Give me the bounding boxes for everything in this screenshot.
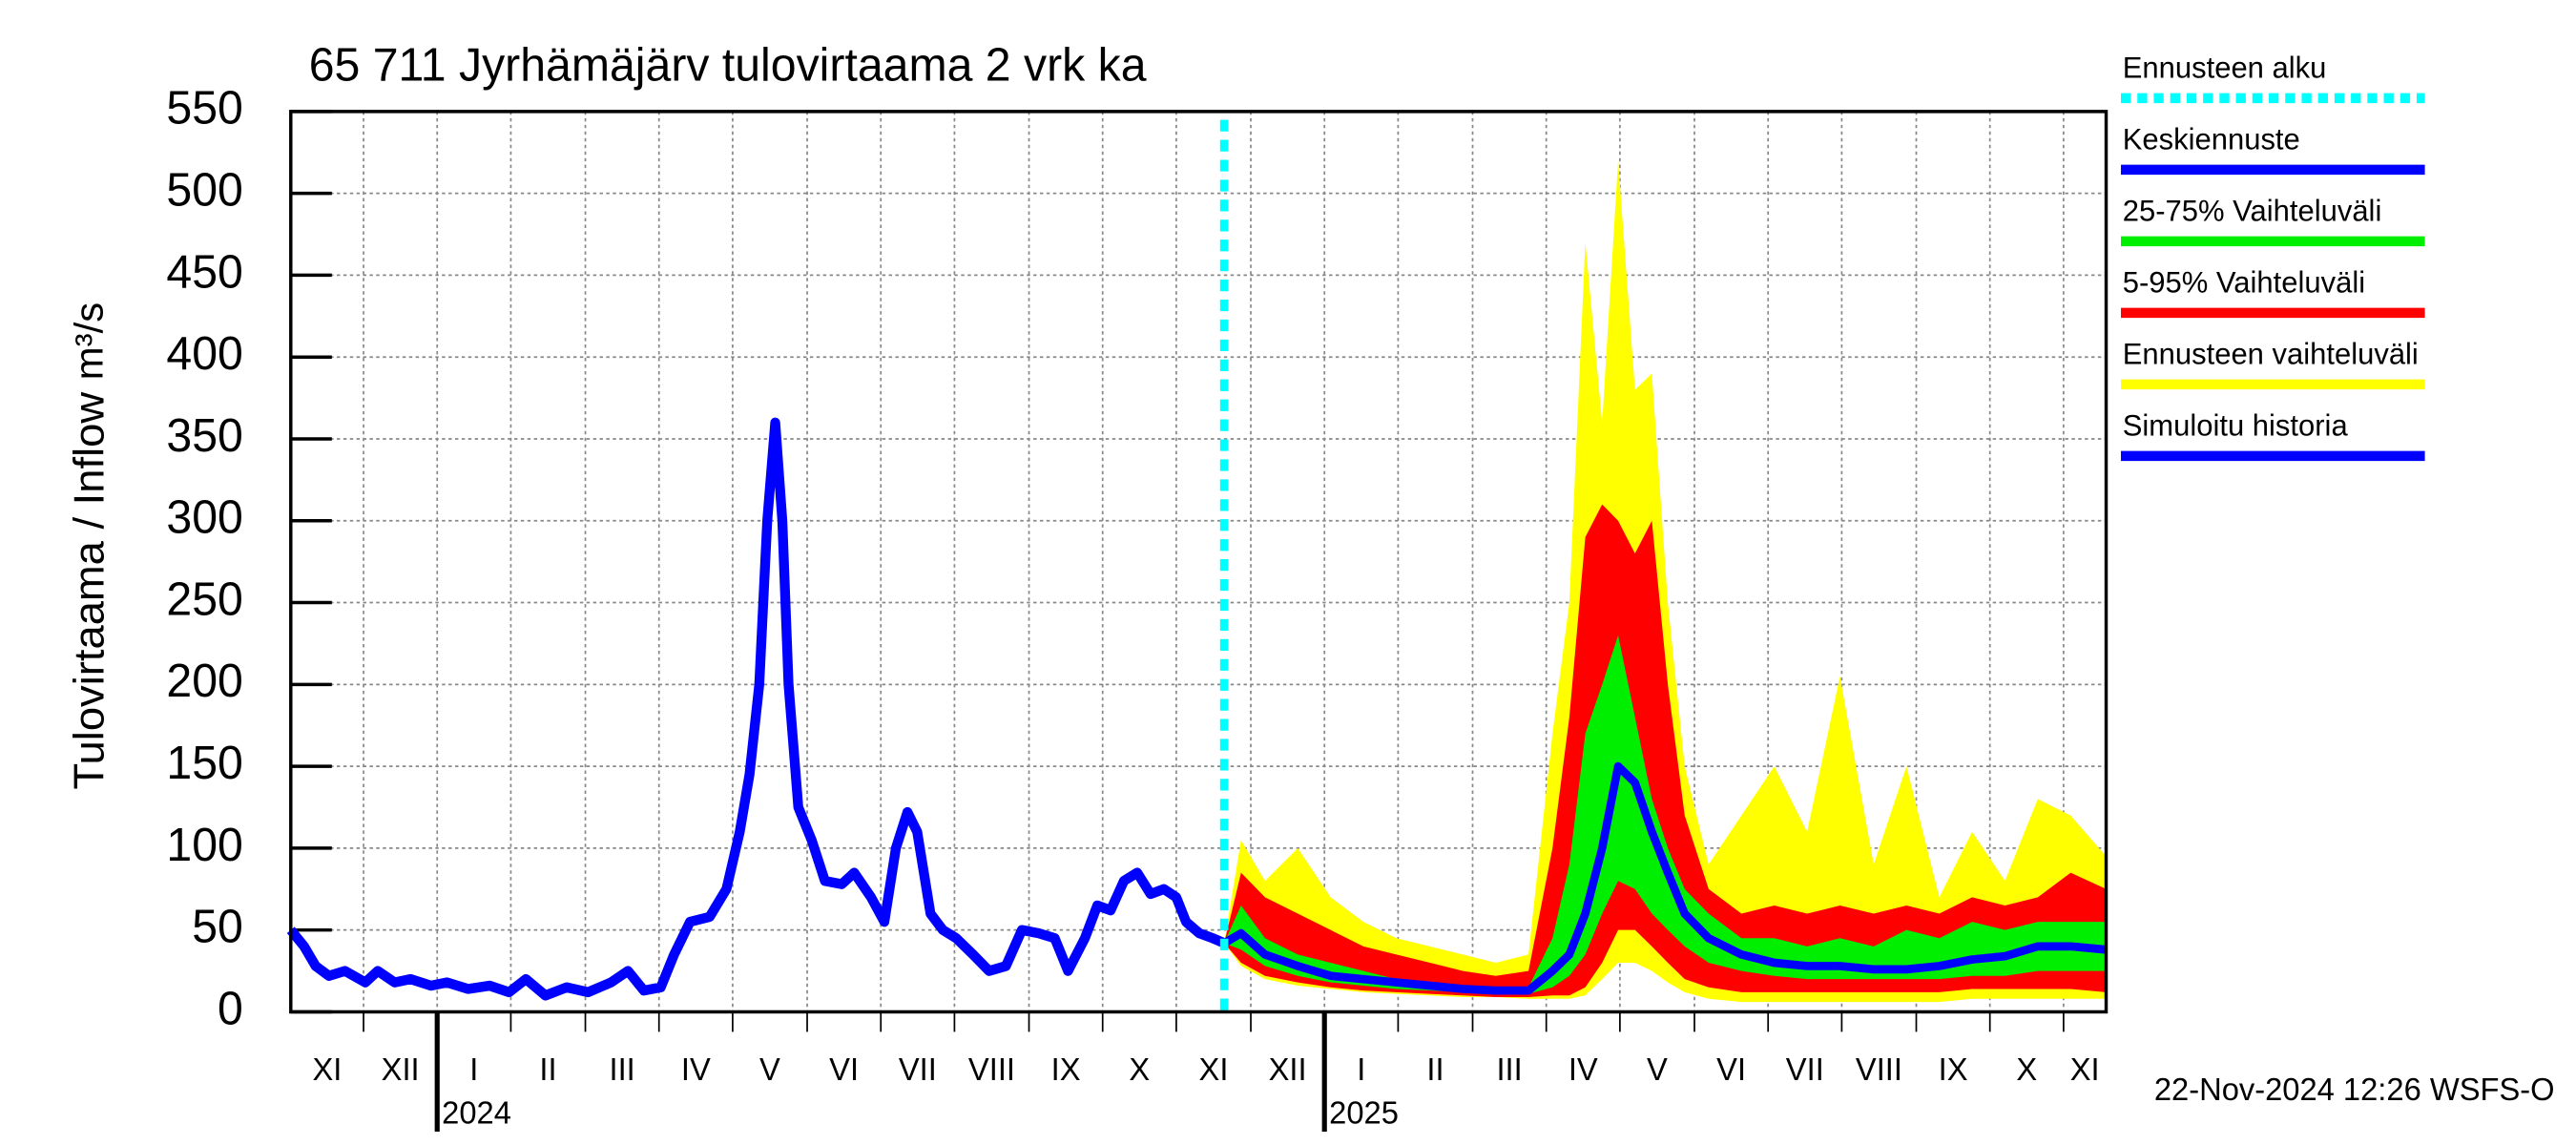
legend-label: Ennusteen alku: [2123, 51, 2327, 84]
y-tick-label: 200: [166, 656, 242, 707]
y-tick-label: 350: [166, 410, 242, 462]
month-label: XI: [312, 1051, 342, 1087]
y-tick-label: 100: [166, 820, 242, 871]
month-label: VI: [829, 1051, 859, 1087]
y-tick-label: 250: [166, 573, 242, 625]
y-axis-unit: m³/s: [67, 302, 112, 380]
y-tick-label: 550: [166, 82, 242, 134]
month-label: VII: [899, 1051, 937, 1087]
y-tick-label: 150: [166, 738, 242, 789]
month-label: II: [1426, 1051, 1444, 1087]
y-tick-label: 500: [166, 164, 242, 216]
forecast-band: [1224, 504, 2107, 998]
month-label: XII: [1269, 1051, 1307, 1087]
month-label: I: [469, 1051, 478, 1087]
plot-frame: [289, 110, 2109, 1014]
legend-label: 25-75% Vaihteluväli: [2123, 194, 2382, 227]
footer: 22-Nov-2024 12:26 WSFS-O: [2154, 1072, 2555, 1107]
month-label: III: [610, 1051, 635, 1087]
month-label: X: [2016, 1051, 2037, 1087]
y-tick-label: 0: [218, 983, 243, 1034]
chart-title: 65 711 Jyrhämäjärv tulovirtaama 2 vrk ka: [309, 39, 1147, 91]
forecast-band: [1224, 160, 2107, 1003]
month-label: V: [1647, 1051, 1668, 1087]
month-label: IV: [1568, 1051, 1598, 1087]
month-label: IX: [1051, 1051, 1081, 1087]
month-label: IX: [1939, 1051, 1968, 1087]
month-label: II: [539, 1051, 556, 1087]
legend-label: Keskiennuste: [2123, 122, 2300, 156]
y-tick-label: 300: [166, 491, 242, 543]
month-label: I: [1357, 1051, 1365, 1087]
legend-label: Simuloitu historia: [2123, 408, 2349, 442]
month-label: XI: [1199, 1051, 1229, 1087]
year-label: 2025: [1329, 1094, 1399, 1130]
month-label: V: [759, 1051, 780, 1087]
legend-label: Ennusteen vaihteluväli: [2123, 337, 2419, 370]
month-label: VI: [1716, 1051, 1746, 1087]
month-label: XII: [382, 1051, 420, 1087]
y-tick-label: 450: [166, 246, 242, 298]
month-label: VII: [1786, 1051, 1824, 1087]
forecast-band: [1224, 635, 2107, 994]
y-tick-label: 50: [192, 901, 243, 952]
month-label: VIII: [1856, 1051, 1902, 1087]
legend-label: 5-95% Vaihteluväli: [2123, 265, 2365, 299]
month-label: III: [1496, 1051, 1522, 1087]
series-line: [286, 417, 1227, 1001]
series-line: [1221, 761, 2107, 995]
month-label: VIII: [968, 1051, 1015, 1087]
month-label: XI: [2070, 1051, 2100, 1087]
year-label: 2024: [442, 1094, 511, 1130]
month-label: IV: [681, 1051, 711, 1087]
y-axis-label: Tulovirtaama / Inflow: [65, 391, 114, 789]
month-label: X: [1129, 1051, 1150, 1087]
y-tick-label: 400: [166, 328, 242, 380]
